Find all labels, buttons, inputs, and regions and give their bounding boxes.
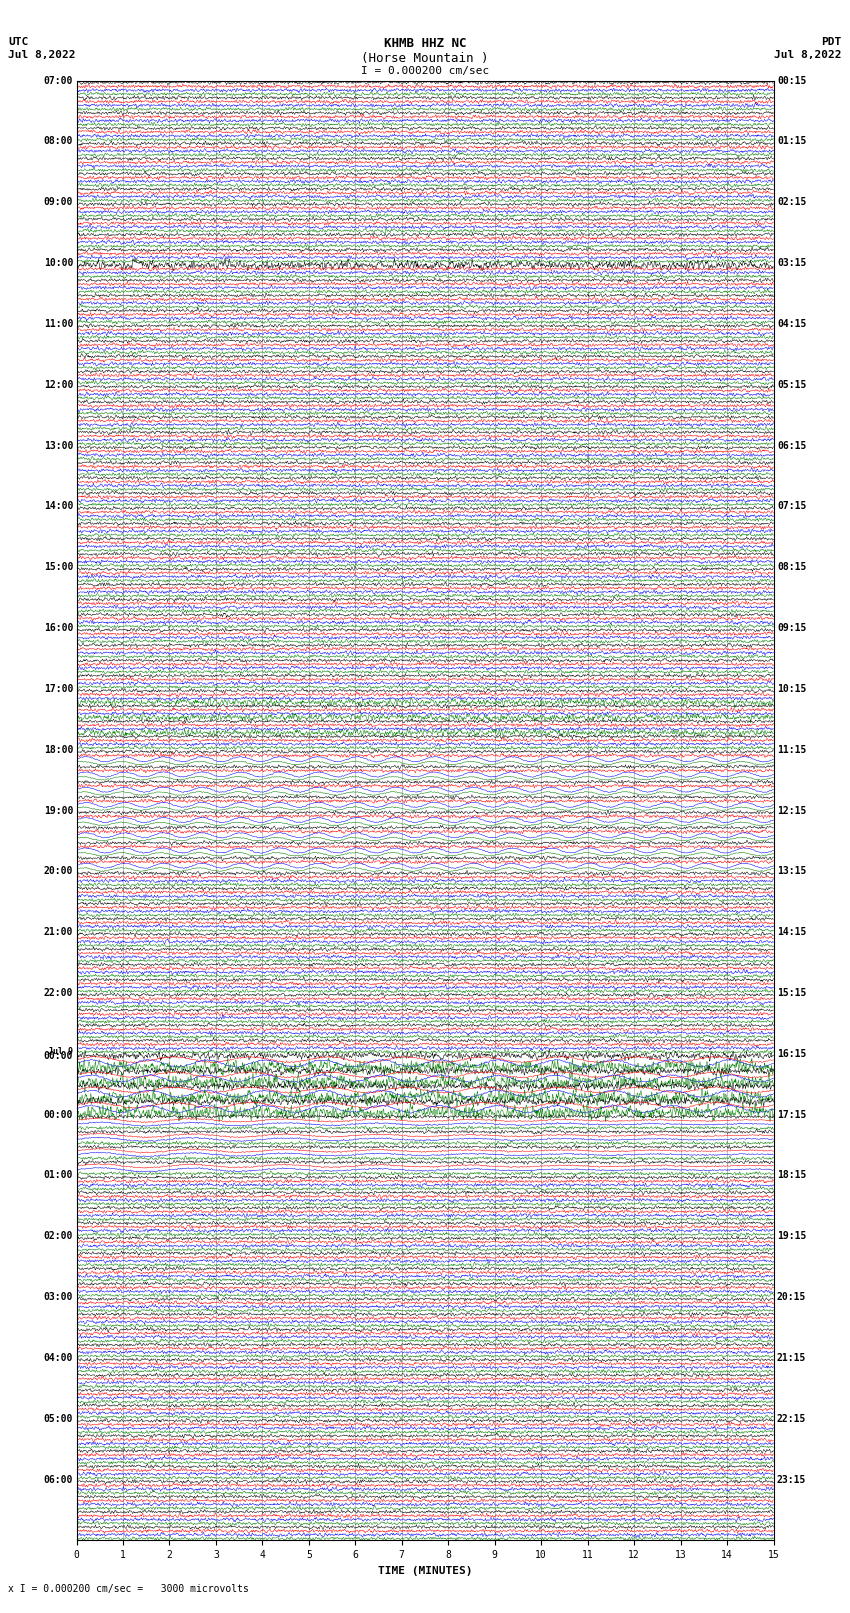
Text: 20:15: 20:15 bbox=[777, 1292, 807, 1302]
Text: 06:00: 06:00 bbox=[43, 1474, 73, 1484]
Text: UTC: UTC bbox=[8, 37, 29, 47]
Text: 23:15: 23:15 bbox=[777, 1474, 807, 1484]
Text: 21:00: 21:00 bbox=[43, 927, 73, 937]
Text: 00:00: 00:00 bbox=[43, 1050, 73, 1061]
Text: 13:15: 13:15 bbox=[777, 866, 807, 876]
Text: 16:00: 16:00 bbox=[43, 623, 73, 632]
Text: 10:15: 10:15 bbox=[777, 684, 807, 694]
Text: 11:15: 11:15 bbox=[777, 745, 807, 755]
Text: Jul 8,2022: Jul 8,2022 bbox=[774, 50, 842, 60]
Text: 13:00: 13:00 bbox=[43, 440, 73, 450]
Text: 17:00: 17:00 bbox=[43, 684, 73, 694]
Text: (Horse Mountain ): (Horse Mountain ) bbox=[361, 52, 489, 65]
Text: 16:15: 16:15 bbox=[777, 1048, 807, 1058]
Text: 18:00: 18:00 bbox=[43, 745, 73, 755]
Text: 08:00: 08:00 bbox=[43, 137, 73, 147]
Text: Jul 8,2022: Jul 8,2022 bbox=[8, 50, 76, 60]
Text: PDT: PDT bbox=[821, 37, 842, 47]
Text: Jul 9: Jul 9 bbox=[48, 1047, 73, 1057]
Text: 07:00: 07:00 bbox=[43, 76, 73, 85]
Text: 14:15: 14:15 bbox=[777, 927, 807, 937]
Text: 01:00: 01:00 bbox=[43, 1171, 73, 1181]
Text: 01:15: 01:15 bbox=[777, 137, 807, 147]
Text: 00:15: 00:15 bbox=[777, 76, 807, 85]
Text: 19:00: 19:00 bbox=[43, 805, 73, 816]
Text: 02:00: 02:00 bbox=[43, 1231, 73, 1242]
Text: 22:00: 22:00 bbox=[43, 989, 73, 998]
Text: 02:15: 02:15 bbox=[777, 197, 807, 208]
Text: 15:15: 15:15 bbox=[777, 989, 807, 998]
Text: 04:00: 04:00 bbox=[43, 1353, 73, 1363]
Text: 15:00: 15:00 bbox=[43, 563, 73, 573]
Text: 07:15: 07:15 bbox=[777, 502, 807, 511]
Text: KHMB HHZ NC: KHMB HHZ NC bbox=[383, 37, 467, 50]
Text: 17:15: 17:15 bbox=[777, 1110, 807, 1119]
Text: 22:15: 22:15 bbox=[777, 1413, 807, 1424]
Text: 19:15: 19:15 bbox=[777, 1231, 807, 1242]
Text: 10:00: 10:00 bbox=[43, 258, 73, 268]
Text: 06:15: 06:15 bbox=[777, 440, 807, 450]
Text: 18:15: 18:15 bbox=[777, 1171, 807, 1181]
Text: 04:15: 04:15 bbox=[777, 319, 807, 329]
Text: 05:15: 05:15 bbox=[777, 379, 807, 390]
Text: 03:00: 03:00 bbox=[43, 1292, 73, 1302]
Text: 05:00: 05:00 bbox=[43, 1413, 73, 1424]
Text: 21:15: 21:15 bbox=[777, 1353, 807, 1363]
Text: 00:00: 00:00 bbox=[43, 1110, 73, 1119]
Text: 12:15: 12:15 bbox=[777, 805, 807, 816]
Text: 14:00: 14:00 bbox=[43, 502, 73, 511]
Text: 11:00: 11:00 bbox=[43, 319, 73, 329]
X-axis label: TIME (MINUTES): TIME (MINUTES) bbox=[377, 1566, 473, 1576]
Text: 20:00: 20:00 bbox=[43, 866, 73, 876]
Text: 12:00: 12:00 bbox=[43, 379, 73, 390]
Text: 09:00: 09:00 bbox=[43, 197, 73, 208]
Text: 03:15: 03:15 bbox=[777, 258, 807, 268]
Text: 09:15: 09:15 bbox=[777, 623, 807, 632]
Text: I = 0.000200 cm/sec: I = 0.000200 cm/sec bbox=[361, 66, 489, 76]
Text: 08:15: 08:15 bbox=[777, 563, 807, 573]
Text: x I = 0.000200 cm/sec =   3000 microvolts: x I = 0.000200 cm/sec = 3000 microvolts bbox=[8, 1584, 249, 1594]
